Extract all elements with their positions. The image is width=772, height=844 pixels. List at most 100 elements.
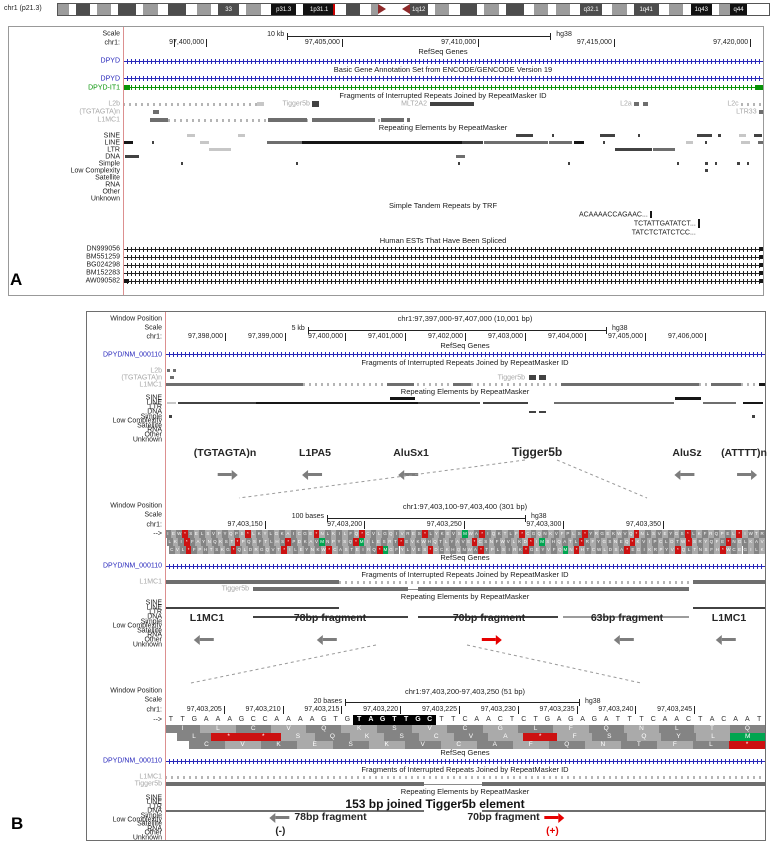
repeat-bar[interactable] [758, 270, 763, 276]
track-label[interactable]: Window Position [110, 687, 162, 695]
repeat-bar[interactable] [312, 117, 375, 123]
repeat-bar[interactable] [759, 382, 765, 387]
repeat-bar[interactable] [705, 168, 708, 173]
track-label[interactable]: L2b [150, 367, 162, 374]
track-label[interactable]: BM551259 [86, 253, 120, 261]
repeat-bar[interactable] [757, 140, 763, 145]
track-label[interactable]: L1MC1 [97, 116, 120, 124]
annotation[interactable]: 63bp fragment [591, 608, 663, 649]
track-label[interactable]: Satellite [137, 820, 162, 828]
repeat-bar[interactable] [180, 161, 183, 166]
track-label[interactable]: RNA [147, 825, 162, 833]
repeat-bar[interactable] [686, 140, 693, 145]
chromosome-ideogram[interactable]: 33 p31.3 1p31.1 1q12 q32.1 1q41 1q43 q44 [57, 3, 770, 16]
repeat-bar[interactable] [295, 161, 299, 166]
repeat-bar[interactable] [758, 246, 763, 252]
repeat-bar[interactable] [380, 117, 404, 123]
repeat-bar[interactable] [418, 615, 558, 619]
repeat-bar[interactable] [751, 415, 755, 418]
repeat-bar[interactable] [553, 401, 674, 405]
track-label[interactable]: SINE [145, 794, 162, 802]
track-label[interactable]: L2b [108, 100, 120, 108]
repeat-bar[interactable] [711, 382, 741, 387]
track-label[interactable]: DNA [147, 807, 162, 815]
track-label[interactable]: RNA [147, 631, 162, 639]
repeat-bar[interactable] [758, 278, 763, 284]
track-label[interactable]: Simple [140, 618, 162, 626]
track-label[interactable]: Low Complexity [70, 167, 120, 174]
repeat-bar[interactable] [407, 117, 411, 123]
track-label[interactable]: DNA [147, 408, 162, 416]
repeat-bar[interactable] [178, 401, 257, 405]
repeat-bar[interactable] [302, 140, 462, 145]
repeat-bar[interactable] [165, 810, 424, 813]
track-label[interactable]: chr1: [146, 521, 162, 529]
repeat-bar[interactable] [743, 401, 764, 405]
track-label[interactable]: Satellite [137, 422, 162, 430]
track-label[interactable]: Other [102, 188, 120, 195]
track-label[interactable]: SINE [103, 132, 120, 139]
track-label[interactable]: LTR [149, 403, 162, 411]
repeat-bar[interactable] [755, 84, 763, 90]
annotation[interactable]: 78bp fragment [294, 608, 366, 649]
track-label[interactable]: LTR [149, 803, 162, 811]
track-label[interactable]: L1MC1 [139, 578, 162, 586]
track-label[interactable]: Scale [102, 30, 120, 37]
repeat-bar[interactable] [642, 101, 648, 107]
repeat-bar[interactable] [387, 382, 414, 387]
repeat-bar[interactable] [429, 101, 474, 107]
repeat-bar[interactable] [455, 154, 465, 159]
repeat-bar[interactable] [312, 100, 319, 108]
repeat-bar[interactable] [676, 161, 679, 166]
annotation[interactable]: Tigger5b [512, 443, 562, 461]
track-label[interactable]: Window Position [110, 315, 162, 322]
track-label[interactable]: Satellite [95, 174, 120, 181]
repeat-bar[interactable] [652, 147, 675, 152]
repeat-bar[interactable] [649, 211, 652, 218]
repeat-bar[interactable] [483, 401, 528, 405]
repeat-bar[interactable] [257, 101, 265, 107]
repeat-bar[interactable] [573, 140, 584, 145]
repeat-bar[interactable] [237, 133, 246, 138]
repeat-bar[interactable] [165, 382, 303, 387]
track-label[interactable]: RNA [147, 426, 162, 434]
annotation[interactable]: L1MC1 [712, 608, 746, 649]
track-label[interactable]: Low Complexity [112, 417, 162, 425]
track-label[interactable]: Unknown [132, 641, 162, 649]
track-label[interactable]: DPYD/NM_000110 [102, 562, 162, 570]
repeat-bar[interactable] [538, 410, 546, 414]
repeat-bar[interactable] [718, 133, 722, 138]
repeat-bar[interactable] [153, 109, 159, 115]
repeat-bar[interactable] [740, 140, 750, 145]
repeat-bar[interactable] [561, 382, 699, 387]
repeat-bar[interactable] [123, 84, 131, 90]
repeat-bar[interactable] [715, 161, 718, 166]
track-label[interactable]: LTR [107, 146, 120, 153]
repeat-bar[interactable] [124, 140, 133, 145]
repeat-bar[interactable] [482, 810, 765, 813]
track-label[interactable]: Scale [144, 511, 162, 519]
track-label[interactable]: SINE [145, 394, 162, 402]
track-label[interactable]: Scale [144, 324, 162, 331]
track-label[interactable]: Other [144, 829, 162, 837]
track-label[interactable]: chr1: [146, 706, 162, 714]
repeat-bar[interactable] [758, 262, 763, 268]
track-label[interactable]: RNA [105, 181, 120, 188]
track-label[interactable]: Other [144, 636, 162, 644]
track-label[interactable]: DNA [105, 153, 120, 160]
repeat-bar[interactable] [453, 382, 471, 387]
track-label[interactable]: DNA [147, 613, 162, 621]
track-label[interactable]: Scale [144, 696, 162, 704]
repeat-bar[interactable] [252, 587, 408, 592]
track-label[interactable]: (TGTAGTA)n [79, 108, 120, 116]
repeat-bar[interactable] [705, 140, 708, 145]
repeat-bar[interactable] [462, 140, 483, 145]
track-label[interactable]: Low Complexity [112, 622, 162, 630]
repeat-bar[interactable] [515, 133, 533, 138]
repeat-bar[interactable] [457, 161, 460, 166]
track-label[interactable]: SINE [145, 599, 162, 607]
track-label[interactable]: L1MC1 [139, 773, 162, 781]
track-label[interactable]: Other [144, 431, 162, 439]
track-label[interactable]: --> [153, 716, 162, 724]
annotation[interactable]: L1MC1 [190, 608, 224, 649]
